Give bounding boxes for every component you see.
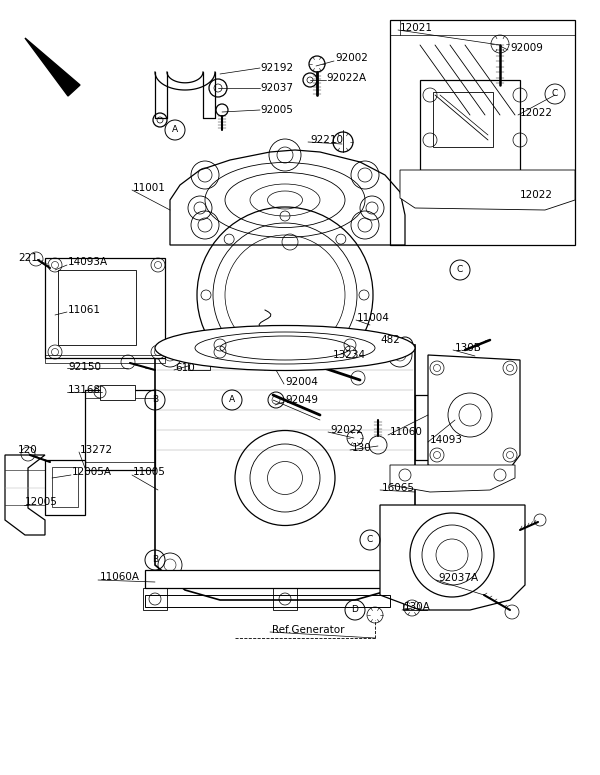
Bar bbox=[52, 467, 78, 507]
Text: B: B bbox=[152, 395, 158, 405]
Text: C: C bbox=[457, 266, 463, 274]
Text: 14093A: 14093A bbox=[68, 257, 108, 267]
Bar bbox=[58, 270, 136, 345]
Text: 120: 120 bbox=[18, 445, 38, 455]
Text: 92005: 92005 bbox=[260, 105, 293, 115]
Text: 92004: 92004 bbox=[285, 377, 318, 387]
Text: B: B bbox=[152, 556, 158, 564]
Bar bbox=[45, 258, 165, 358]
Text: A: A bbox=[229, 395, 235, 405]
Text: 610: 610 bbox=[175, 363, 195, 373]
Bar bbox=[403, 588, 427, 610]
Text: C: C bbox=[552, 89, 558, 98]
Ellipse shape bbox=[155, 326, 415, 370]
Text: 11001: 11001 bbox=[133, 183, 166, 193]
Text: 92037A: 92037A bbox=[438, 573, 478, 583]
Text: 11005: 11005 bbox=[133, 467, 166, 477]
Bar bbox=[45, 355, 165, 363]
Text: D: D bbox=[352, 605, 358, 615]
Bar bbox=[145, 595, 390, 607]
Bar bbox=[145, 570, 425, 588]
Text: 12022: 12022 bbox=[520, 190, 553, 200]
Text: 11060A: 11060A bbox=[100, 572, 140, 582]
Text: 11061: 11061 bbox=[68, 305, 101, 315]
Text: 221: 221 bbox=[18, 253, 38, 263]
Text: A: A bbox=[172, 126, 178, 135]
Bar bbox=[420, 80, 520, 170]
Text: 92192: 92192 bbox=[260, 63, 293, 73]
Text: 14093: 14093 bbox=[430, 435, 463, 445]
Polygon shape bbox=[170, 150, 405, 245]
Text: 92002: 92002 bbox=[335, 53, 368, 63]
Text: 130A: 130A bbox=[404, 602, 431, 612]
Text: 13272: 13272 bbox=[80, 445, 113, 455]
Bar bbox=[390, 20, 575, 245]
Text: 12005: 12005 bbox=[25, 497, 58, 507]
Text: 482: 482 bbox=[380, 335, 400, 345]
Text: 92150: 92150 bbox=[68, 362, 101, 372]
Text: 92009: 92009 bbox=[510, 43, 543, 53]
Text: 130: 130 bbox=[352, 443, 372, 453]
Polygon shape bbox=[400, 170, 575, 210]
Polygon shape bbox=[380, 505, 525, 610]
Text: 16065: 16065 bbox=[382, 483, 415, 493]
Text: 12022: 12022 bbox=[520, 108, 553, 118]
Polygon shape bbox=[428, 355, 520, 480]
Text: 92022A: 92022A bbox=[326, 73, 366, 83]
Text: 92210: 92210 bbox=[310, 135, 343, 145]
Polygon shape bbox=[155, 345, 415, 600]
Text: 13234: 13234 bbox=[333, 350, 366, 360]
Text: C: C bbox=[367, 536, 373, 545]
Polygon shape bbox=[25, 38, 80, 96]
Text: 11060: 11060 bbox=[390, 427, 423, 437]
Bar bbox=[143, 588, 167, 610]
Text: 92022: 92022 bbox=[330, 425, 363, 435]
Bar bbox=[433, 92, 493, 147]
Text: ArtsRepublik: ArtsRepublik bbox=[187, 402, 394, 538]
Bar bbox=[273, 588, 297, 610]
Polygon shape bbox=[5, 455, 45, 535]
Text: 12005A: 12005A bbox=[72, 467, 112, 477]
Polygon shape bbox=[390, 465, 515, 492]
Text: 130B: 130B bbox=[455, 343, 482, 353]
Text: 11004: 11004 bbox=[357, 313, 390, 323]
Text: 13168: 13168 bbox=[68, 385, 101, 395]
Text: 92037: 92037 bbox=[260, 83, 293, 93]
Text: 12021: 12021 bbox=[400, 23, 433, 33]
Bar bbox=[100, 385, 135, 400]
Bar bbox=[45, 460, 85, 515]
Text: 92049: 92049 bbox=[285, 395, 318, 405]
Text: Ref.Generator: Ref.Generator bbox=[272, 625, 344, 635]
Bar bbox=[188, 360, 210, 370]
